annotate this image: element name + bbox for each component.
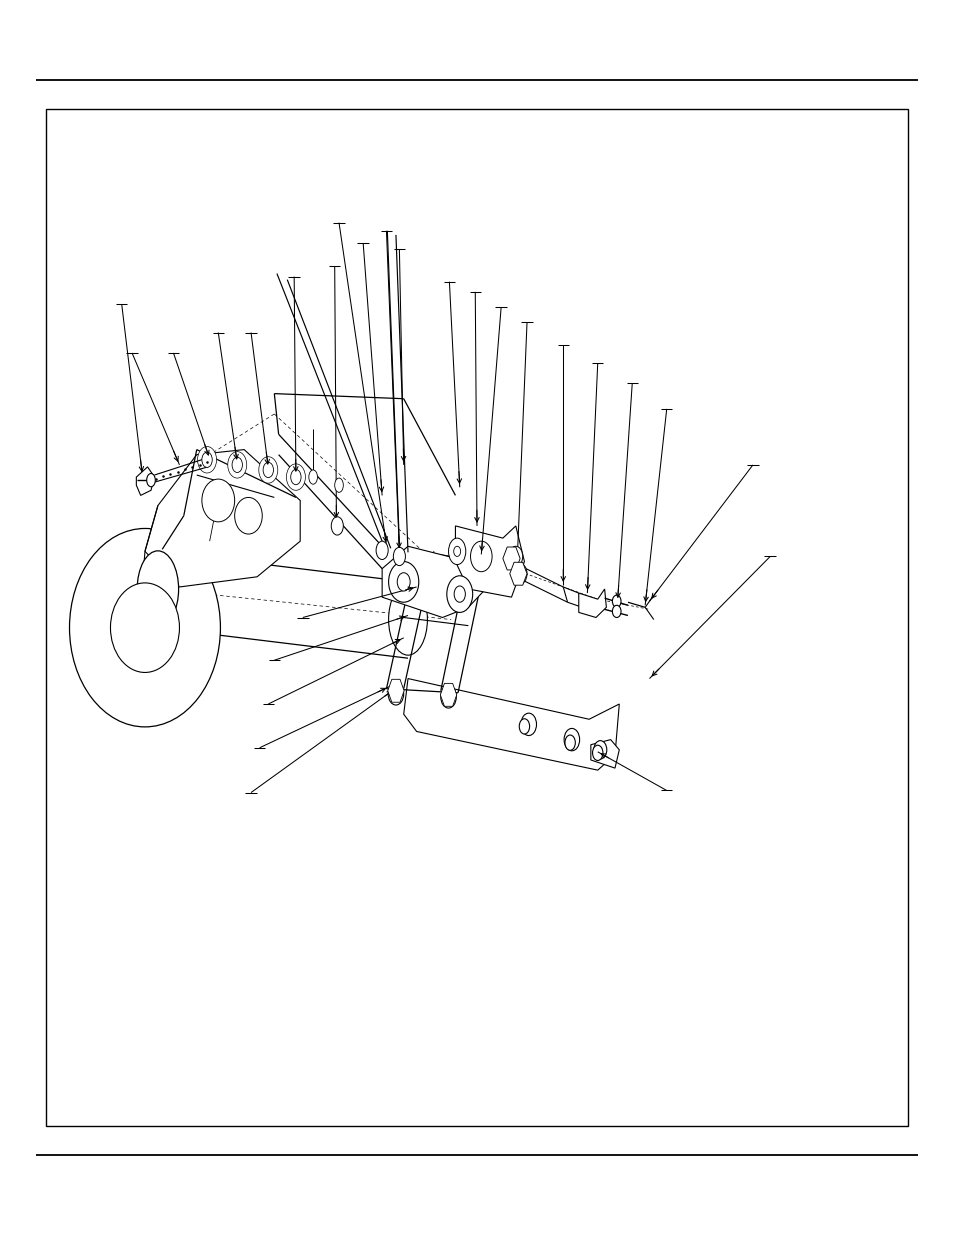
Ellipse shape xyxy=(375,541,388,559)
Ellipse shape xyxy=(111,583,179,672)
Polygon shape xyxy=(590,740,618,768)
Polygon shape xyxy=(578,589,606,618)
Ellipse shape xyxy=(388,562,418,603)
Ellipse shape xyxy=(513,563,526,584)
Ellipse shape xyxy=(454,546,460,557)
Ellipse shape xyxy=(70,529,220,727)
Ellipse shape xyxy=(232,457,242,473)
Ellipse shape xyxy=(448,538,465,564)
Ellipse shape xyxy=(508,546,522,567)
Ellipse shape xyxy=(518,719,529,734)
Ellipse shape xyxy=(454,585,465,603)
Ellipse shape xyxy=(202,479,234,522)
Ellipse shape xyxy=(593,741,606,760)
Polygon shape xyxy=(145,450,300,587)
Ellipse shape xyxy=(263,462,274,478)
Polygon shape xyxy=(387,679,404,703)
Ellipse shape xyxy=(442,685,454,704)
Polygon shape xyxy=(382,546,485,618)
Ellipse shape xyxy=(258,457,277,483)
Ellipse shape xyxy=(331,516,343,535)
Bar xyxy=(46,109,907,1126)
Ellipse shape xyxy=(286,464,305,490)
Polygon shape xyxy=(403,678,618,771)
Ellipse shape xyxy=(612,605,620,618)
Ellipse shape xyxy=(592,745,602,761)
Polygon shape xyxy=(136,467,154,495)
Ellipse shape xyxy=(440,685,456,708)
Ellipse shape xyxy=(202,452,212,467)
Ellipse shape xyxy=(388,584,427,655)
Ellipse shape xyxy=(335,478,343,493)
Polygon shape xyxy=(502,547,519,569)
Ellipse shape xyxy=(564,735,575,751)
Ellipse shape xyxy=(147,473,155,487)
Polygon shape xyxy=(440,683,456,706)
Ellipse shape xyxy=(388,683,403,705)
Ellipse shape xyxy=(393,547,405,566)
Ellipse shape xyxy=(612,595,620,608)
Ellipse shape xyxy=(446,576,472,613)
Ellipse shape xyxy=(228,452,247,478)
Ellipse shape xyxy=(520,713,536,736)
Ellipse shape xyxy=(234,498,262,534)
Ellipse shape xyxy=(291,469,301,484)
Ellipse shape xyxy=(396,573,410,592)
Ellipse shape xyxy=(309,471,317,484)
Ellipse shape xyxy=(197,447,216,473)
Ellipse shape xyxy=(563,729,579,751)
Polygon shape xyxy=(509,562,526,585)
Ellipse shape xyxy=(470,541,492,572)
Polygon shape xyxy=(455,526,524,598)
Ellipse shape xyxy=(390,682,401,700)
Ellipse shape xyxy=(137,551,178,627)
